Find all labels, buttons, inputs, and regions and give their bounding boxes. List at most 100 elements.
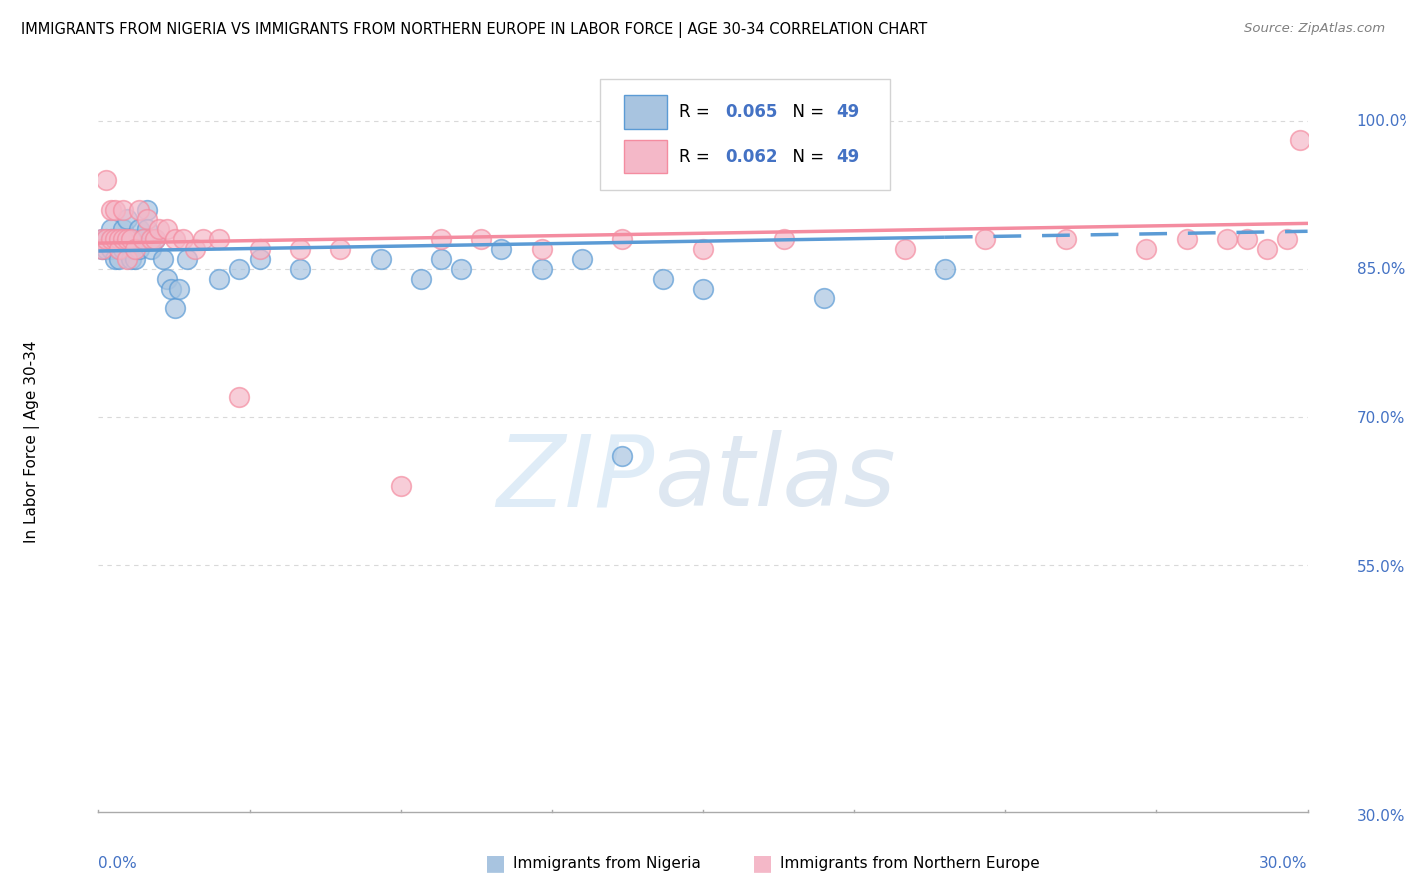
Text: Source: ZipAtlas.com: Source: ZipAtlas.com [1244,22,1385,36]
Point [103,232,125,246]
Point [612,450,634,464]
Point [1236,232,1258,246]
Point [249,242,271,256]
Point [115,252,138,266]
Point [470,232,492,246]
Point [249,252,271,266]
Point [148,222,170,236]
Point [132,232,155,246]
Point [115,212,138,227]
Point [100,222,122,236]
Text: 55.0%: 55.0% [1357,560,1405,575]
Point [176,252,198,266]
Text: 85.0%: 85.0% [1357,262,1405,277]
Point [1288,133,1310,147]
Text: Immigrants from Northern Europe: Immigrants from Northern Europe [780,856,1040,871]
Text: 49: 49 [837,103,859,121]
Point [100,202,122,217]
Text: 0.0%: 0.0% [98,856,138,871]
Text: In Labor Force | Age 30-34: In Labor Force | Age 30-34 [24,340,39,543]
Bar [624,140,666,173]
Text: ■: ■ [752,854,773,873]
Point [111,232,134,246]
Point [107,242,129,256]
Text: 49: 49 [837,147,859,166]
Point [193,232,215,246]
Point [1216,232,1239,246]
Point [208,232,231,246]
Point [124,242,146,256]
Point [103,202,125,217]
Point [409,271,432,285]
Point [974,232,997,246]
Point [1256,242,1278,256]
Text: 30.0%: 30.0% [1357,809,1405,823]
Point [111,242,134,256]
Point [120,252,142,266]
Point [491,242,513,256]
Point [115,232,138,246]
Text: Immigrants from Nigeria: Immigrants from Nigeria [513,856,702,871]
Point [128,242,150,256]
Point [692,281,714,295]
Text: R =: R = [679,147,714,166]
Point [107,242,129,256]
Point [103,232,125,246]
Point [163,232,186,246]
Point [139,242,162,256]
Point [91,242,114,256]
Point [135,222,157,236]
Point [128,222,150,236]
Point [111,222,134,236]
Text: R =: R = [679,103,714,121]
Point [772,232,794,246]
Point [111,202,134,217]
Point [124,252,146,266]
Point [651,271,673,285]
FancyBboxPatch shape [600,78,890,190]
Text: 0.062: 0.062 [724,147,778,166]
Point [135,202,157,217]
Point [1054,232,1077,246]
Text: 30.0%: 30.0% [1260,856,1308,871]
Point [692,242,714,256]
Point [143,232,166,246]
Point [103,252,125,266]
Text: ZIP: ZIP [496,430,655,527]
Text: 0.065: 0.065 [724,103,778,121]
Point [91,242,114,256]
Point [91,232,114,246]
Point [156,271,179,285]
Point [143,232,166,246]
Point [1175,232,1198,246]
Point [329,242,352,256]
Text: IMMIGRANTS FROM NIGERIA VS IMMIGRANTS FROM NORTHERN EUROPE IN LABOR FORCE | AGE : IMMIGRANTS FROM NIGERIA VS IMMIGRANTS FR… [21,22,928,38]
Point [100,242,122,256]
Text: ■: ■ [485,854,506,873]
Point [1135,242,1157,256]
Point [91,232,114,246]
Bar [624,95,666,128]
Point [120,232,142,246]
Point [1277,232,1299,246]
Point [115,232,138,246]
Point [100,232,122,246]
Point [120,242,142,256]
Point [107,232,129,246]
Point [893,242,915,256]
Point [530,242,553,256]
Point [430,232,453,246]
Point [370,252,392,266]
Point [167,281,190,295]
Point [160,281,183,295]
Point [156,222,179,236]
Text: N =: N = [782,147,830,166]
Point [172,232,194,246]
Point [96,242,118,256]
Point [813,292,835,306]
Point [96,232,118,246]
Point [934,261,956,276]
Point [100,232,122,246]
Point [208,271,231,285]
Point [571,252,593,266]
